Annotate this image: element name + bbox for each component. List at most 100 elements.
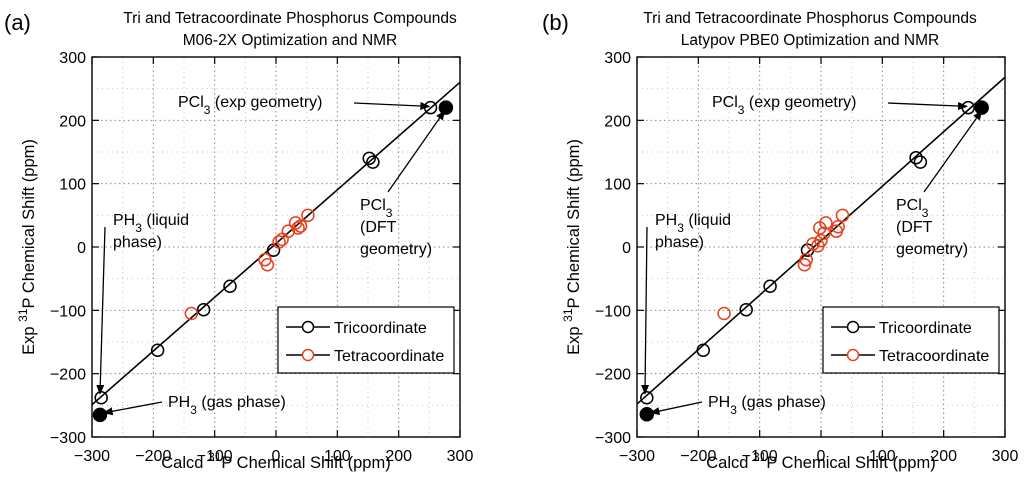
- pcl3-ph3-dft-point: [92, 407, 108, 423]
- tetracoordinate-point: [301, 208, 315, 223]
- panel-label: (a): [4, 10, 31, 35]
- annotation-arrow: [353, 101, 431, 110]
- legend-label: Tetracoordinate: [334, 348, 444, 365]
- tetracoordinate-point: [799, 252, 814, 267]
- x-tick-label: 0: [817, 448, 826, 465]
- annotation-arrow: [641, 226, 650, 395]
- tricoordinate-point: [362, 151, 376, 166]
- y-tick-label: −300: [50, 430, 86, 447]
- y-tick-label: 200: [59, 113, 86, 130]
- legend-box: [277, 306, 455, 374]
- x-tick-label: 300: [992, 448, 1019, 465]
- legend-label: Tricoordinate: [334, 320, 427, 337]
- annotation-text: phase): [655, 234, 704, 251]
- annotation-text: PCl3: [896, 197, 929, 220]
- chart-title: Tri and Tetracoordinate Phosphorus Compo…: [123, 10, 457, 27]
- tetracoordinate-point: [293, 219, 308, 233]
- pcl3-ph3-dft-point: [974, 100, 989, 115]
- fit-line: [91, 81, 461, 406]
- annotation-arrow: [887, 102, 968, 111]
- tricoordinate-point: [696, 343, 710, 357]
- annotation-text: geometry): [360, 241, 432, 258]
- y-axis-label: Exp 31P Chemical Shift (ppm): [16, 139, 38, 355]
- annotation: PCl3 (exp geometry): [178, 94, 431, 117]
- x-tick-label: −200: [135, 448, 171, 465]
- y-tick-label: −100: [50, 303, 86, 320]
- y-tick-label: 0: [622, 240, 631, 257]
- tetracoordinate-point: [260, 257, 275, 272]
- x-tick-label: −100: [197, 448, 233, 465]
- x-tick-label: 300: [447, 448, 474, 465]
- tricoordinate-point: [961, 100, 975, 115]
- y-tick-label: −100: [595, 303, 631, 320]
- tetracoordinate-point: [835, 208, 850, 223]
- tetracoordinate-point: [184, 306, 199, 321]
- annotation-arrow: [102, 401, 163, 416]
- legend-label: Tetracoordinate: [879, 348, 989, 365]
- x-tick-label: −100: [742, 448, 778, 465]
- y-axis-label: Exp 31P Chemical Shift (ppm): [561, 139, 583, 355]
- legend: Tricoordinate Tetracoordinate: [822, 306, 1000, 374]
- x-tick-label: −200: [680, 448, 716, 465]
- tricoordinate-point: [150, 343, 165, 357]
- tricoordinate-point: [909, 150, 923, 165]
- annotation-text: PH3 (liquid: [113, 212, 189, 235]
- tricoordinate-point: [366, 155, 380, 169]
- y-tick-label: 0: [77, 240, 86, 257]
- x-axis-label: Calcd 31P Chemical Shift (ppm): [706, 450, 935, 472]
- legend-box: [822, 306, 1000, 374]
- y-tick-label: 100: [59, 177, 86, 194]
- y-tick-label: 200: [604, 113, 631, 130]
- annotation: PH3 (gas phase): [649, 394, 826, 417]
- annotation-text: phase): [113, 234, 162, 251]
- tetracoordinate-point: [813, 221, 827, 235]
- y-tick-label: −200: [50, 367, 86, 384]
- tetracoordinate-point: [272, 235, 286, 249]
- tricoordinate-point: [640, 390, 654, 405]
- annotation: PCl3 (exp geometry): [712, 94, 968, 117]
- annotation-arrow: [923, 110, 983, 193]
- tetracoordinate-point: [831, 219, 845, 234]
- x-tick-label: 200: [930, 448, 957, 465]
- legend: Tricoordinate Tetracoordinate: [277, 306, 455, 374]
- x-tick-label: −300: [74, 448, 110, 465]
- annotation-arrow: [96, 226, 106, 395]
- tricoordinate-point: [196, 302, 211, 317]
- legend-marker: [846, 320, 860, 334]
- chart-title: Tri and Tetracoordinate Phosphorus Compo…: [643, 10, 977, 27]
- annotation: PCl3(DFT geometry): [360, 110, 446, 258]
- legend-label: Tricoordinate: [879, 320, 972, 337]
- pcl3-ph3-dft-point: [639, 406, 655, 422]
- tetracoordinate-point: [717, 306, 731, 321]
- annotation-text: PCl3 (exp geometry): [178, 94, 323, 117]
- y-tick-label: 100: [604, 177, 631, 194]
- annotation-arrow: [387, 110, 446, 193]
- chart-panel-a: (a) Tri and Tetracoordinate Phosphorus Co…: [4, 10, 473, 472]
- x-tick-label: 200: [385, 448, 412, 465]
- x-tick-label: −300: [619, 448, 655, 465]
- y-tick-label: 300: [59, 50, 86, 67]
- x-tick-label: 100: [324, 448, 351, 465]
- tricoordinate-point: [763, 279, 777, 294]
- tetracoordinate-point: [814, 233, 828, 248]
- chart-panel-b: (b) Tri and Tetracoordinate Phosphorus Co…: [542, 10, 1018, 472]
- annotation-text: geometry): [896, 241, 968, 258]
- annotation-text: (DFT: [896, 219, 933, 236]
- y-tick-label: −300: [595, 430, 631, 447]
- tetracoordinate-point: [291, 221, 305, 235]
- tricoordinate-point: [94, 390, 108, 405]
- tricoordinate-point: [913, 155, 928, 169]
- annotation-text: PH3 (liquid: [655, 212, 731, 235]
- annotation-arrow: [649, 401, 703, 415]
- legend-marker: [301, 320, 315, 334]
- annotation-text: (DFT: [360, 219, 397, 236]
- legend-marker: [301, 348, 315, 362]
- tetracoordinate-point: [281, 224, 296, 238]
- panel-label: (b): [542, 10, 569, 35]
- y-tick-label: −200: [595, 367, 631, 384]
- annotation: PCl3(DFT geometry): [896, 110, 983, 258]
- legend-marker: [846, 348, 860, 362]
